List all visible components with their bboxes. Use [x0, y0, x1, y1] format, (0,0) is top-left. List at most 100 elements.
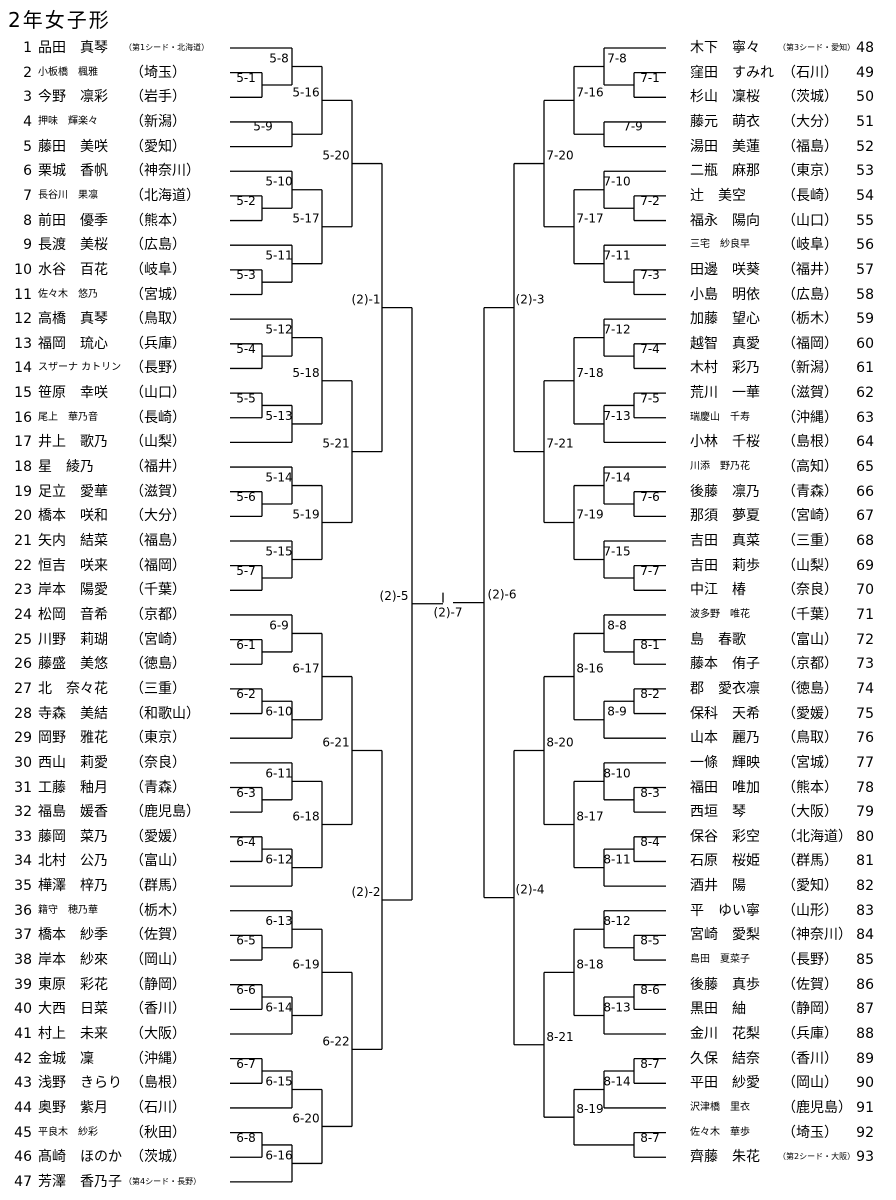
entry-name: 小林 千桜 — [690, 434, 760, 451]
entry-name: 酒井 陽 — [690, 878, 746, 895]
entry-row: 44 奥野 紫月 （石川） — [6, 1097, 226, 1119]
entry-prefecture: （鳥取） — [782, 730, 838, 747]
entry-row: 69 吉田 莉歩 （山梨） — [690, 555, 890, 577]
entry-name: 藤田 美咲 — [38, 138, 108, 155]
entry-prefecture: （青森） — [130, 779, 186, 796]
match-label: 5-20 — [322, 149, 349, 163]
entry-name: 島 春歌 — [690, 631, 746, 648]
entry-prefecture: （北海道） — [782, 828, 852, 845]
entry-prefecture: （群馬） — [130, 878, 186, 895]
match-label: 7-11 — [603, 249, 630, 263]
entry-number: 29 — [14, 730, 32, 747]
match-label: 7-7 — [640, 564, 660, 578]
match-label: 6-17 — [292, 662, 319, 676]
entry-row: 14 スザーナ カトリン （長野） — [6, 357, 226, 379]
entry-row: 5 藤田 美咲 （愛知） — [6, 136, 226, 158]
entry-row: 83 平 ゆい寧 （山形） — [690, 900, 890, 922]
entry-row: 42 金城 凜 （沖縄） — [6, 1048, 226, 1070]
match-label: 7-16 — [576, 85, 603, 99]
entry-prefecture: （埼玉） — [130, 64, 186, 81]
entry-prefecture: （熊本） — [130, 212, 186, 229]
entry-row: 66 後藤 凛乃 （青森） — [690, 481, 890, 503]
entry-number: 76 — [856, 730, 874, 747]
match-label: 8-7 — [640, 1057, 660, 1071]
match-label: 7-4 — [640, 342, 660, 356]
match-label: 8-17 — [576, 809, 603, 823]
entry-number: 63 — [856, 409, 874, 426]
match-label: 6-18 — [292, 809, 319, 823]
entry-name: 後藤 真歩 — [690, 976, 760, 993]
entry-name: 福永 陽向 — [690, 212, 760, 229]
entry-number: 37 — [14, 927, 32, 944]
entry-name: 湯田 美蓮 — [690, 138, 760, 155]
entry-name: 荒川 一華 — [690, 385, 760, 402]
entry-number: 85 — [856, 952, 874, 969]
entry-number: 87 — [856, 1001, 874, 1018]
page-title: 2年女子形 — [8, 8, 111, 32]
entry-row: 19 足立 愛華 （滋賀） — [6, 481, 226, 503]
entry-seed-note: （第1シード・北海道） — [124, 43, 210, 52]
entry-row: 13 福岡 琉心 （兵庫） — [6, 333, 226, 355]
entry-name: 東原 彩花 — [38, 976, 108, 993]
entry-name: 齊藤 朱花 — [690, 1149, 760, 1166]
entry-name: 辻 美空 — [690, 187, 746, 204]
match-label: 7-10 — [603, 175, 630, 189]
entry-number: 48 — [856, 40, 874, 56]
match-label: (2)-7 — [434, 606, 463, 620]
entry-number: 25 — [14, 631, 32, 648]
entry-row: 40 大西 日菜 （香川） — [6, 998, 226, 1020]
match-label: 5-9 — [253, 119, 273, 133]
match-label: 8-4 — [640, 835, 660, 849]
entry-row: 73 藤本 侑子 （京都） — [690, 653, 890, 675]
entry-prefecture: （山形） — [782, 902, 838, 919]
entry-row: 31 工藤 釉月 （青森） — [6, 777, 226, 799]
entry-name: 籍守 穂乃華 — [38, 904, 98, 916]
entry-row: 27 北 奈々花 （三重） — [6, 678, 226, 700]
entry-row: 88 金川 花梨 （兵庫） — [690, 1023, 890, 1045]
entry-prefecture: （京都） — [782, 656, 838, 673]
entry-name: 長谷川 果凛 — [38, 189, 98, 201]
entry-number: 86 — [856, 976, 874, 993]
entry-name: 藤本 侑子 — [690, 656, 760, 673]
entry-number: 32 — [14, 804, 32, 821]
entry-prefecture: （大阪） — [782, 804, 838, 821]
entry-name: 星 綾乃 — [38, 459, 94, 476]
entry-prefecture: （神奈川） — [782, 927, 852, 944]
entry-number: 59 — [856, 311, 874, 328]
entry-name: 金城 凜 — [38, 1050, 94, 1067]
entry-prefecture: （石川） — [130, 1099, 186, 1116]
entry-name: 瑞慶山 千寿 — [690, 411, 750, 423]
entry-prefecture: （青森） — [782, 483, 838, 500]
entry-row: 67 那須 夢夏 （宮崎） — [690, 505, 890, 527]
entry-row: 56 三宅 紗良早 （岐阜） — [690, 234, 890, 256]
entry-prefecture: （宮城） — [782, 754, 838, 771]
entry-prefecture: （静岡） — [130, 976, 186, 993]
entry-number: 41 — [14, 1026, 32, 1042]
match-label: 7-3 — [640, 268, 660, 282]
entry-prefecture: （兵庫） — [130, 335, 186, 352]
match-label: 8-13 — [603, 1001, 630, 1015]
entry-name: 岸本 紗來 — [38, 952, 108, 969]
entry-number: 23 — [14, 582, 32, 599]
match-label: 5-14 — [265, 471, 292, 485]
match-label: 8-10 — [603, 766, 630, 780]
entry-prefecture: （徳島） — [782, 680, 838, 697]
entry-number: 78 — [856, 779, 874, 796]
entry-name: 奥野 紫月 — [38, 1099, 108, 1116]
entry-number: 89 — [856, 1050, 874, 1067]
match-label: (2)-6 — [488, 588, 517, 602]
entry-prefecture: （滋賀） — [130, 483, 186, 500]
entry-prefecture: （三重） — [130, 680, 186, 697]
entry-name: 小板橋 楓雅 — [38, 66, 98, 78]
entry-row: 11 佐々木 悠乃 （宮城） — [6, 284, 226, 306]
entry-name: 黒田 紬 — [690, 1001, 746, 1018]
match-label: 7-1 — [640, 71, 660, 85]
match-label: 6-19 — [292, 957, 319, 971]
entry-name: 川野 莉瑚 — [38, 631, 108, 648]
entry-row: 2 小板橋 楓雅 （埼玉） — [6, 62, 226, 84]
entry-prefecture: （岡山） — [130, 952, 186, 969]
entry-name: 寺森 美結 — [38, 705, 108, 722]
entry-row: 9 長渡 美桜 （広島） — [6, 234, 226, 256]
match-label: 5-10 — [265, 175, 292, 189]
entry-number: 49 — [856, 64, 874, 81]
